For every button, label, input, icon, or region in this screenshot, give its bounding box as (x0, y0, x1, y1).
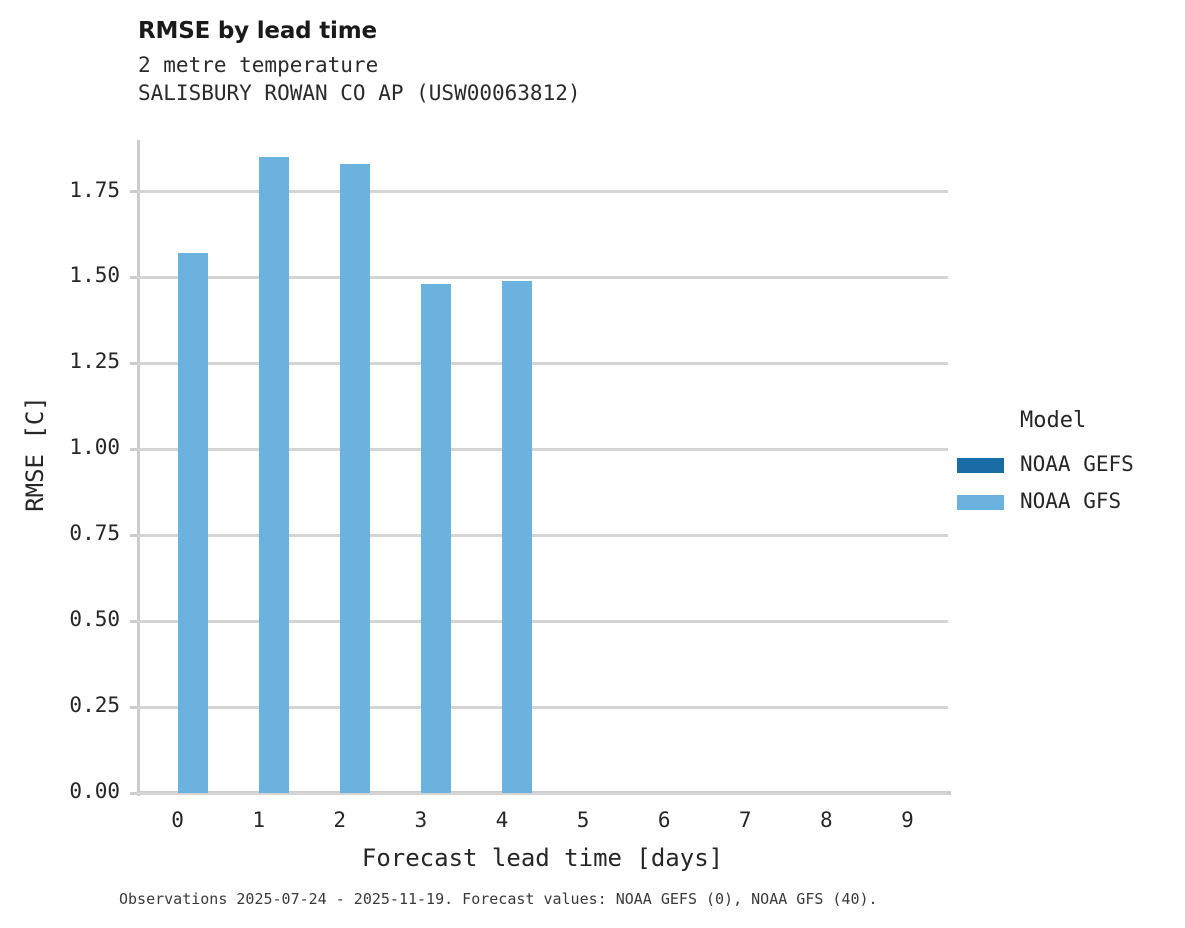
bar[interactable] (501, 280, 532, 793)
x-axis-title: Forecast lead time [days] (361, 844, 724, 872)
y-tick-label: 0.00 (69, 779, 120, 803)
x-tick-label: 9 (901, 808, 914, 832)
x-tick-label: 8 (820, 808, 833, 832)
x-tick-label: 6 (657, 808, 671, 832)
legend-swatch-icon (957, 495, 1004, 510)
y-tick-label: 1.50 (69, 263, 120, 288)
x-tick-label: 7 (738, 808, 752, 832)
bar[interactable] (339, 164, 370, 793)
legend-title: Model (1020, 408, 1087, 433)
y-tick-mark (130, 275, 137, 279)
x-tick-label: 1 (252, 808, 265, 832)
y-axis-spine (137, 140, 140, 796)
chart-subtitle-variable: 2 metre temperature (138, 53, 379, 77)
y-tick-label: 0.50 (69, 607, 120, 632)
y-tick-label: 0.75 (69, 521, 120, 546)
y-tick-label: 1.75 (69, 177, 120, 202)
y-tick-mark (130, 705, 137, 709)
gridline (137, 791, 948, 795)
x-tick-label: 0 (171, 808, 184, 832)
y-tick-mark (130, 447, 137, 451)
y-tick-mark (130, 533, 137, 537)
y-tick-label: 0.25 (69, 693, 120, 718)
gridline (137, 190, 948, 194)
legend-swatch-icon (957, 458, 1004, 473)
y-tick-mark (130, 791, 137, 795)
x-tick-label: 3 (414, 808, 428, 832)
x-tick-label: 4 (495, 808, 509, 832)
legend-label: NOAA GFS (1020, 489, 1122, 513)
bar[interactable] (177, 253, 208, 793)
gridline (137, 447, 948, 451)
gridline (137, 361, 948, 365)
page-title: RMSE by lead time (138, 18, 377, 44)
gridline (137, 275, 948, 279)
y-tick-mark (130, 190, 137, 194)
y-tick-mark (130, 361, 137, 365)
y-tick-mark (130, 619, 137, 623)
y-tick-label: 1.25 (69, 349, 120, 374)
y-axis-title: RMSE [C] (21, 396, 49, 512)
gridline (137, 619, 948, 623)
x-tick-label: 2 (333, 808, 347, 832)
legend-label: NOAA GEFS (1020, 452, 1134, 476)
plot-area (137, 140, 948, 795)
gridline (137, 533, 948, 537)
x-tick-label: 5 (576, 808, 590, 832)
footer-note: Observations 2025-07-24 - 2025-11-19. Fo… (119, 890, 878, 908)
chart-subtitle-station: SALISBURY ROWAN CO AP (USW00063812) (138, 81, 581, 105)
bar[interactable] (258, 157, 289, 793)
gridline (137, 705, 948, 709)
y-tick-label: 1.00 (69, 435, 120, 460)
bar[interactable] (420, 284, 451, 793)
